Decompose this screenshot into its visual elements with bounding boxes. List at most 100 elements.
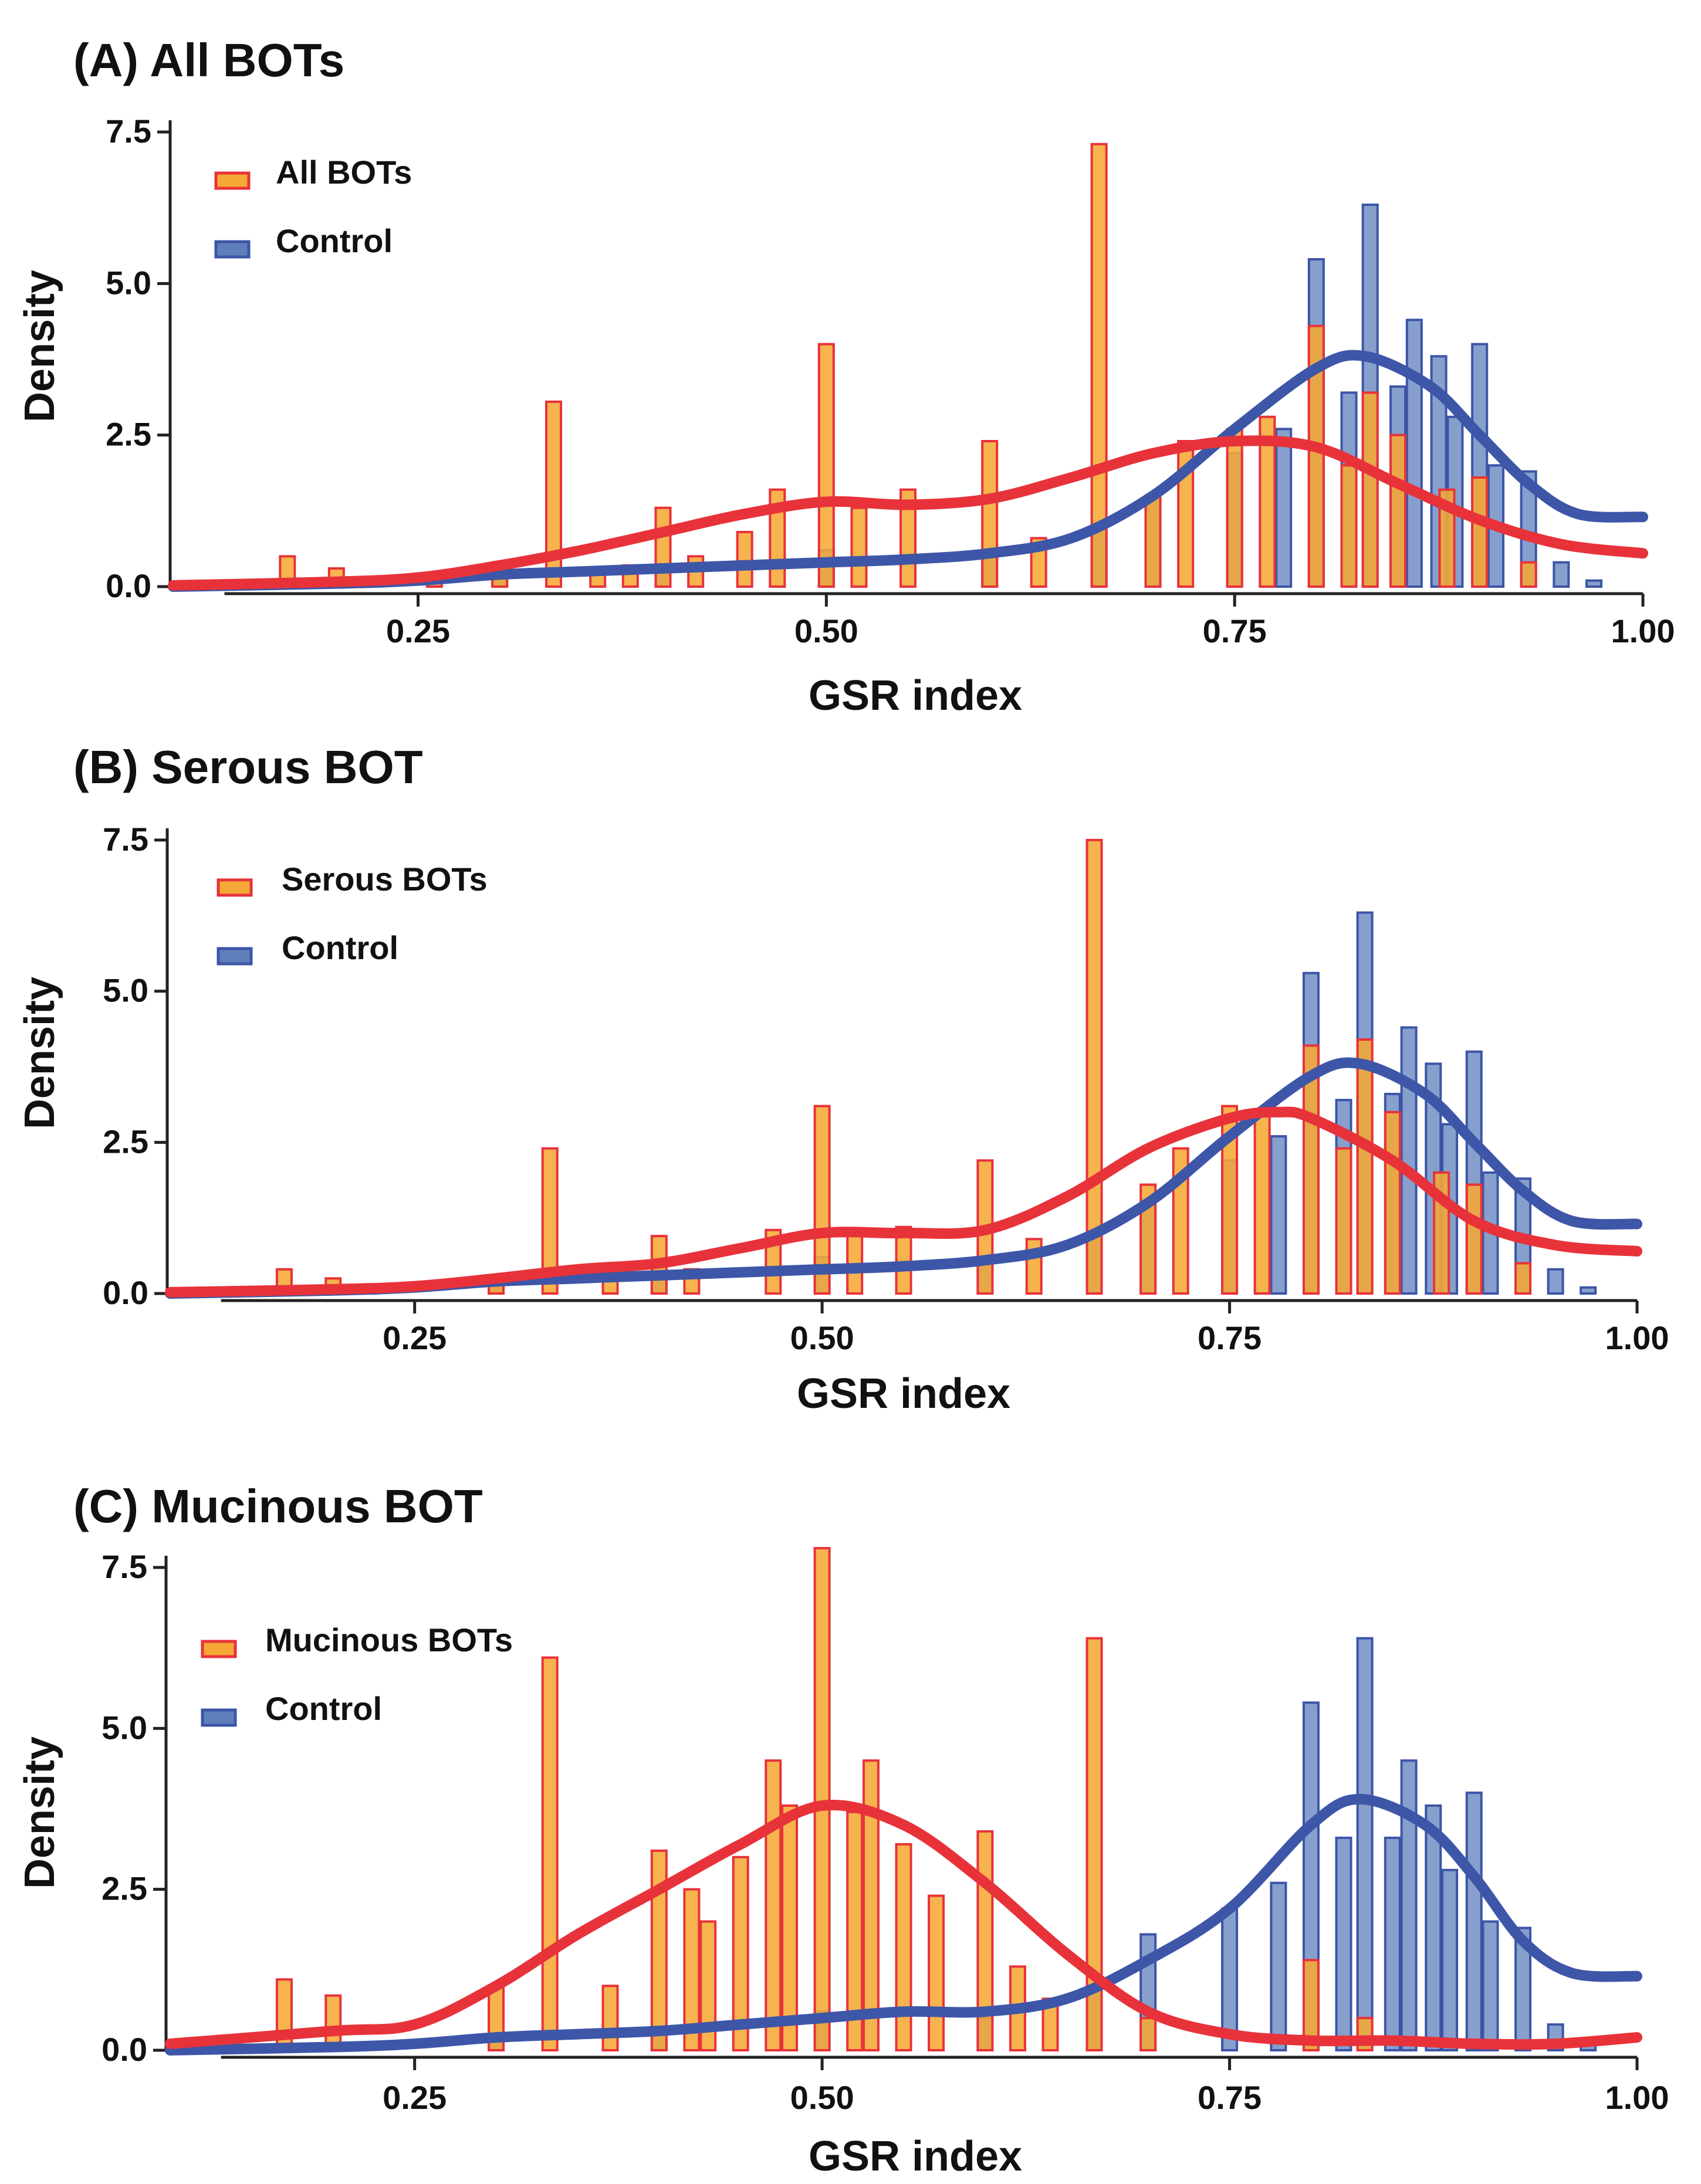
panel-all-bots: (A) All BOTs Density GSR index All BOTs …: [16, 34, 1675, 719]
case-bar: [781, 1804, 799, 2052]
legend-case-label: Serous BOTs: [282, 861, 488, 898]
y-tick-label: 5.0: [103, 972, 148, 1009]
control-bar: [1400, 1026, 1418, 1295]
case-bar: [1520, 561, 1537, 588]
control-bar: [1405, 319, 1423, 588]
case-bar: [976, 1830, 994, 2052]
panel-title: (B) Serous BOT: [73, 741, 423, 793]
x-axis-label: GSR index: [809, 2133, 1022, 2180]
legend-case-swatch: [201, 1640, 237, 1658]
x-axis-label: GSR index: [797, 1370, 1010, 1417]
x-tick-label: 0.50: [790, 2079, 854, 2116]
y-tick-label: 5.0: [102, 1709, 147, 1746]
legend-case-label: Mucinous BOTs: [265, 1621, 513, 1658]
x-tick-label: 0.25: [383, 2079, 447, 2116]
control-bar: [1335, 1836, 1352, 2051]
y-axis-label: Density: [16, 977, 63, 1129]
control-bar: [1384, 1836, 1401, 2051]
legend-control-label: Control: [265, 1690, 382, 1727]
control-bar: [1482, 1920, 1499, 2052]
legend-case-label: All BOTs: [276, 154, 412, 191]
case-bar: [324, 1994, 342, 2051]
case-bar: [813, 1547, 831, 2052]
y-tick-label: 2.5: [103, 1123, 148, 1160]
y-axis-label: Density: [16, 1736, 63, 1889]
control-bar: [1465, 1792, 1483, 2051]
case-bar: [1356, 1038, 1374, 1295]
case-bar: [1389, 434, 1407, 588]
y-tick-label: 2.5: [106, 416, 151, 453]
x-tick-label: 1.00: [1611, 612, 1675, 649]
case-bar: [1253, 1110, 1271, 1295]
case-bar: [1471, 476, 1489, 588]
case-bar: [850, 506, 868, 588]
case-bar: [1144, 495, 1162, 588]
control-bar: [1221, 1907, 1239, 2051]
case-bar: [1384, 1110, 1401, 1295]
control-density-line: [168, 350, 1648, 592]
x-tick-label: 1.00: [1605, 2079, 1669, 2116]
y-tick-label: 5.0: [106, 264, 151, 301]
legend-control-label: Control: [282, 929, 398, 966]
case-bar: [1340, 464, 1358, 588]
panel-serous-bot: (B) Serous BOT Density GSR index Serous …: [16, 741, 1669, 1417]
y-axis-label: Density: [16, 270, 63, 422]
x-tick-label: 1.00: [1605, 1319, 1669, 1356]
control-bar: [1356, 1637, 1374, 2052]
panel-mucinous-bot: (C) Mucinous BOT Density GSR index Mucin…: [16, 1480, 1669, 2180]
control-bar: [1547, 1268, 1564, 1295]
control-bar: [1275, 428, 1293, 588]
y-tick-label: 7.5: [102, 1548, 147, 1585]
x-tick-label: 0.75: [1198, 1319, 1262, 1356]
case-bar: [928, 1894, 945, 2051]
x-tick-label: 0.75: [1203, 612, 1267, 649]
panel-title: (C) Mucinous BOT: [73, 1480, 483, 1532]
case-bar: [1361, 391, 1379, 588]
case-bar: [981, 440, 999, 588]
panel-title: (A) All BOTs: [73, 34, 344, 86]
y-tick-label: 0.0: [103, 1274, 148, 1311]
x-axis-label: GSR index: [809, 672, 1022, 719]
case-bar: [1465, 1183, 1483, 1295]
case-bar: [541, 1656, 559, 2052]
case-bar: [862, 1759, 880, 2051]
x-tick-label: 0.50: [794, 612, 858, 649]
case-bar: [813, 1105, 831, 1295]
control-bar: [1514, 1926, 1532, 2051]
control-bar: [1441, 1868, 1459, 2051]
control-bar: [1553, 561, 1570, 588]
y-tick-label: 2.5: [102, 1870, 147, 1907]
case-bar: [1514, 1262, 1532, 1295]
y-tick-label: 0.0: [102, 2031, 147, 2068]
control-bar: [1580, 1286, 1597, 1295]
case-bar: [1226, 428, 1243, 588]
legend-control-label: Control: [276, 222, 393, 259]
control-bar: [1270, 1881, 1287, 2052]
x-tick-label: 0.50: [790, 1319, 854, 1356]
case-bar: [1335, 1147, 1352, 1295]
control-bar: [1585, 579, 1603, 588]
case-density-line: [165, 1106, 1642, 1298]
case-bar: [732, 1855, 749, 2052]
control-bar: [1400, 1759, 1418, 2051]
y-tick-label: 7.5: [103, 821, 148, 858]
legend-control-swatch: [201, 1708, 237, 1727]
case-bar: [1302, 1044, 1320, 1295]
legend-control-swatch: [214, 240, 251, 259]
legend-case-swatch: [217, 878, 253, 897]
y-tick-label: 0.0: [106, 567, 151, 604]
case-bar: [765, 1759, 782, 2051]
case-density-line: [168, 435, 1648, 591]
control-density-line: [165, 1793, 1642, 2056]
case-bar: [601, 1985, 619, 2051]
case-bar: [1085, 839, 1103, 1295]
legend-case-swatch: [214, 171, 251, 190]
case-bar: [1090, 143, 1108, 588]
x-tick-label: 0.75: [1198, 2079, 1262, 2116]
case-bar: [1139, 2017, 1157, 2051]
control-bar: [1425, 1804, 1442, 2052]
case-bar: [895, 1843, 912, 2051]
case-bar: [736, 531, 753, 588]
case-density-line: [165, 1799, 1642, 2050]
